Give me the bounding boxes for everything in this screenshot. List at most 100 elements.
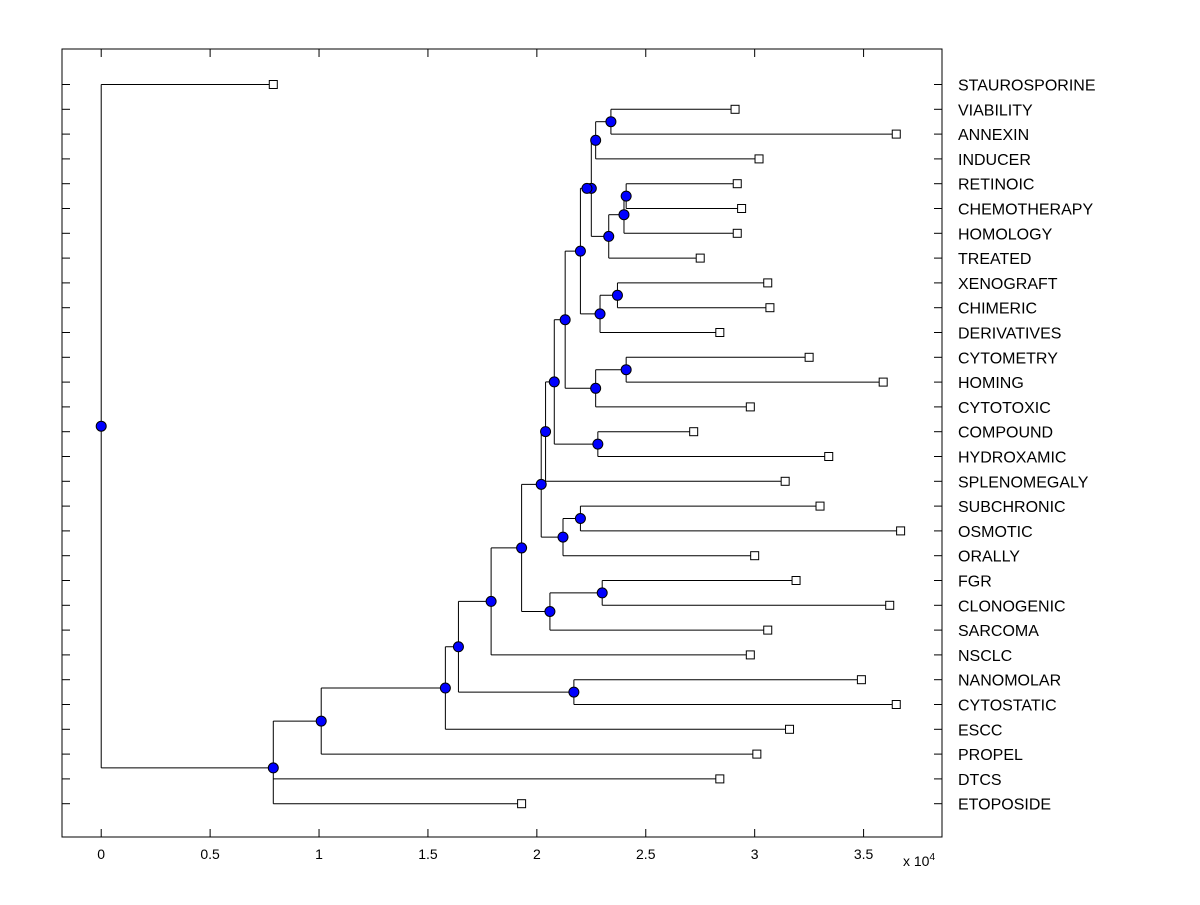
leaf-label: NSCLC <box>958 648 1012 665</box>
node-marker <box>574 245 586 257</box>
node-marker <box>594 308 606 320</box>
x-tick-labels: 0 0.5 1 1.5 2 2.5 3 3.5 <box>97 846 873 862</box>
leaf-label: ESCC <box>958 722 1002 739</box>
x-tick-label: 1.5 <box>418 846 438 862</box>
node-marker <box>95 420 107 432</box>
leaf-label: CYTOTOXIC <box>958 400 1051 417</box>
leaf-label: DTCS <box>958 772 1002 789</box>
leaf-label: PROPEL <box>958 747 1023 764</box>
leaf-marker <box>791 576 801 585</box>
node-marker <box>620 190 632 202</box>
x-tick-label: 1 <box>315 846 323 862</box>
node-marker <box>544 606 556 617</box>
leaf-marker <box>268 80 278 89</box>
node-marker <box>618 209 630 221</box>
leaf-marker <box>730 104 740 114</box>
x-multiplier-exponent: 4 <box>929 852 935 863</box>
x-tick-label: 2 <box>533 846 541 862</box>
leaf-label: CYTOMETRY <box>958 350 1058 367</box>
leaf-marker <box>745 650 755 660</box>
leaf-marker <box>765 303 775 313</box>
node-marker <box>559 314 571 326</box>
node-marker <box>611 289 623 301</box>
leaf-label: CHIMERIC <box>958 301 1037 318</box>
node-marker <box>620 364 632 376</box>
leaf-label: FGR <box>958 574 992 591</box>
leaf-marker <box>695 253 705 263</box>
x-tick-label: 3 <box>751 846 759 862</box>
leaf-marker <box>732 228 742 238</box>
x-tick-label: 2.5 <box>636 846 656 862</box>
leaf-marker <box>885 600 895 610</box>
leaf-label: CHEMOTHERAPY <box>958 202 1093 219</box>
leaf-marker <box>824 452 834 461</box>
leaf-label: ETOPOSIDE <box>958 797 1051 814</box>
node-marker <box>439 682 451 694</box>
node-marker <box>267 762 279 774</box>
leaf-label: HOMING <box>958 375 1024 392</box>
node-marker <box>605 116 617 128</box>
node-marker <box>568 686 580 698</box>
leaf-label: TREATED <box>958 251 1031 268</box>
leaf-marker <box>856 675 866 685</box>
leaf-label: HOMOLOGY <box>958 226 1053 243</box>
leaf-label: OSMOTIC <box>958 524 1033 541</box>
leaf-marker <box>754 154 764 164</box>
node-marker <box>596 587 608 599</box>
leaf-marker <box>785 724 795 734</box>
node-marker <box>548 376 560 388</box>
leaf-marker <box>896 526 906 536</box>
node-marker <box>590 134 602 146</box>
leaf-marker <box>737 204 747 213</box>
node-marker <box>535 478 547 490</box>
node-marker <box>315 715 327 727</box>
leaf-marker <box>517 799 527 809</box>
node-marker <box>452 641 464 653</box>
leaf-label: SUBCHRONIC <box>958 499 1066 516</box>
leaf-label: VIABILITY <box>958 102 1033 119</box>
node-marker <box>574 513 586 524</box>
leaf-marker <box>715 328 725 337</box>
leaf-marker <box>745 402 755 412</box>
axes-frame <box>61 48 943 838</box>
leaf-label: COMPOUND <box>958 425 1053 442</box>
leaf-labels: STAUROSPORINE VIABILITY ANNEXIN INDUCER RETI… <box>958 78 1096 814</box>
leaf-label: DERIVATIVES <box>958 326 1061 343</box>
leaf-marker <box>763 278 773 288</box>
node-marker <box>603 230 615 242</box>
leaf-marker <box>689 427 699 437</box>
leaf-label: SPLENOMEGALY <box>958 474 1089 491</box>
leaf-marker <box>891 129 901 139</box>
leaf-label: SARCOMA <box>958 623 1039 640</box>
leaf-marker <box>715 774 725 784</box>
node-marker <box>516 542 528 554</box>
node-marker <box>485 595 497 607</box>
leaf-label: ANNEXIN <box>958 127 1029 144</box>
leaf-label: CYTOSTATIC <box>958 698 1057 715</box>
leaf-label: ORALLY <box>958 549 1020 566</box>
node-marker <box>592 438 604 450</box>
leaf-marker <box>732 179 742 189</box>
x-axis-multiplier-label: x 104 <box>903 852 935 869</box>
leaf-label: INDUCER <box>958 152 1031 169</box>
node-marker <box>557 531 569 543</box>
leaf-label: STAUROSPORINE <box>958 78 1096 95</box>
leaf-marker <box>815 501 825 511</box>
leaf-label: RETINOIC <box>958 177 1034 194</box>
axis-ticks <box>62 49 942 837</box>
leaf-label: CLONOGENIC <box>958 598 1066 615</box>
leaf-label: XENOGRAFT <box>958 276 1058 293</box>
x-tick-label: 3.5 <box>854 846 874 862</box>
leaf-marker <box>804 352 814 362</box>
leaf-marker <box>752 749 762 759</box>
leaf-label: HYDROXAMIC <box>958 450 1066 467</box>
leaf-marker <box>763 625 773 635</box>
leaf-label: NANOMOLAR <box>958 673 1061 690</box>
node-marker <box>540 426 552 438</box>
x-tick-label: 0.5 <box>200 846 220 862</box>
leaf-marker <box>891 700 901 709</box>
node-marker <box>581 182 593 194</box>
node-marker <box>590 382 602 394</box>
